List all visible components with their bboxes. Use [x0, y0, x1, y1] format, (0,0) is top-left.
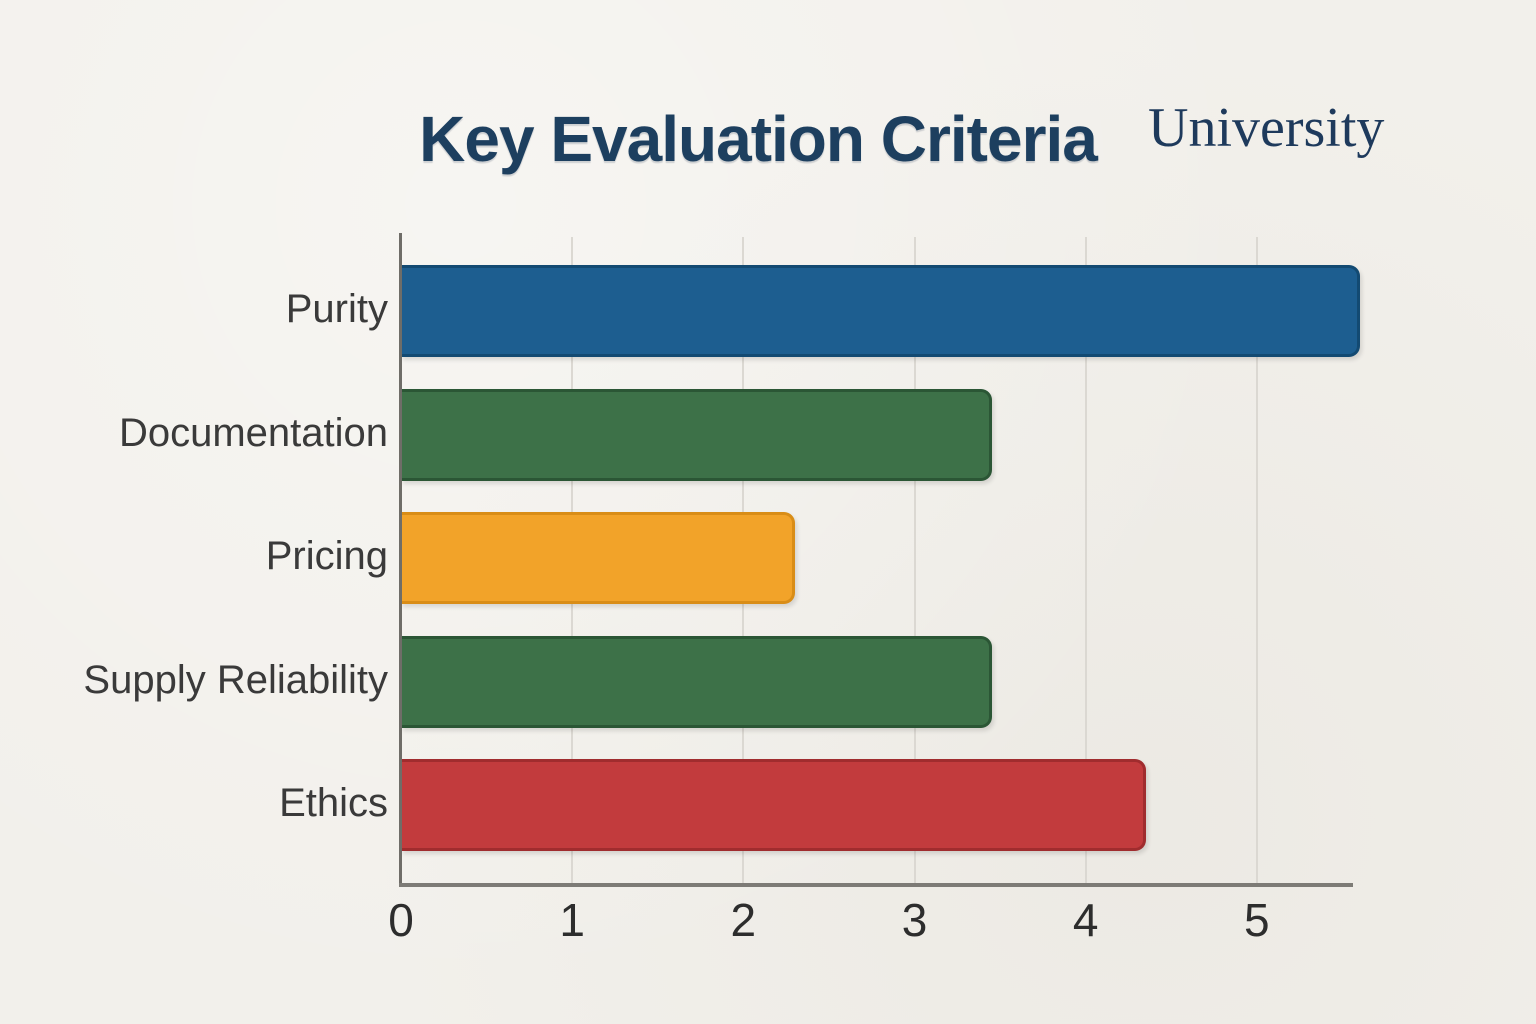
chart-title: Key Evaluation Criteria [419, 103, 1098, 175]
university-watermark: University [1148, 97, 1385, 159]
category-label-documentation: Documentation [118, 410, 388, 455]
category-label-pricing: Pricing [265, 534, 388, 579]
gridline-x-4 [1084, 237, 1087, 883]
x-tick-label-1: 1 [559, 894, 585, 946]
bar-supply-reliability [401, 635, 992, 728]
bar-pricing [401, 512, 795, 605]
x-tick-label-0: 0 [388, 894, 414, 946]
category-label-purity: Purity [285, 287, 388, 331]
y-axis-line [399, 233, 402, 883]
gridline-x-3 [913, 237, 916, 883]
gridline-x-5 [1255, 237, 1258, 883]
x-tick-label-2: 2 [730, 894, 757, 946]
plot-area [399, 233, 1360, 887]
x-tick-label-3: 3 [901, 894, 928, 946]
category-label-supply-reliability: Supply Reliability [83, 657, 388, 702]
x-axis-line [399, 883, 1353, 887]
x-tick-label-4: 4 [1072, 894, 1099, 946]
bar-documentation [401, 388, 992, 481]
x-tick-label-5: 5 [1244, 894, 1270, 946]
category-label-ethics: Ethics [279, 781, 388, 826]
bar-purity [401, 265, 1360, 357]
bar-ethics [401, 759, 1146, 852]
